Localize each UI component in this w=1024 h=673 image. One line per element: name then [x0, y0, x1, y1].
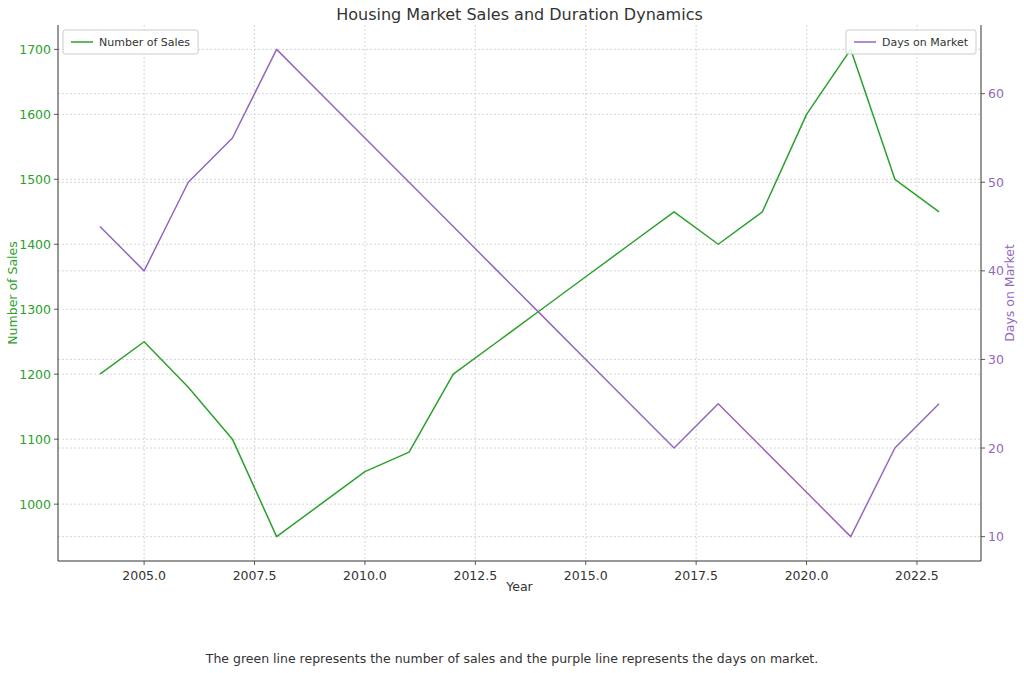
y2-tick — [981, 270, 985, 271]
series-lines — [100, 49, 939, 536]
y-tick-label: 1100 — [19, 432, 51, 447]
x-tick — [806, 561, 807, 565]
y2-tick-label: 50 — [988, 175, 1004, 190]
y-tick-label: 1400 — [19, 237, 51, 252]
x-tick — [144, 561, 145, 565]
y-tick — [54, 49, 58, 50]
y-grid-line — [58, 179, 981, 180]
bottom-spine — [58, 561, 981, 562]
x-tick-label: 2015.0 — [564, 568, 608, 583]
x-tick-label: 2010.0 — [343, 568, 387, 583]
legend-frame — [846, 30, 976, 54]
y-axis-label: Number of Sales — [5, 241, 20, 344]
y-grid-line — [58, 114, 981, 115]
legend-swatch — [854, 41, 876, 43]
y-tick — [54, 309, 58, 310]
y2-tick-label: 20 — [988, 441, 1004, 456]
x-tick-label: 2007.5 — [233, 568, 277, 583]
y2-tick — [981, 359, 985, 360]
x-grid-line — [475, 25, 476, 561]
y2-tick-label: 60 — [988, 86, 1004, 101]
y-grid-line — [58, 309, 981, 310]
x-grid-line — [364, 25, 365, 561]
x-axis-label: Year — [505, 579, 533, 594]
x-grid-line — [916, 25, 917, 561]
x-grid-line — [806, 25, 807, 561]
y-tick-label: 1700 — [19, 42, 51, 57]
legend-label: Days on Market — [882, 36, 969, 49]
y2-tick — [981, 182, 985, 183]
legend-label: Number of Sales — [99, 36, 190, 49]
x-grid-line — [144, 25, 145, 561]
caption: The green line represents the number of … — [205, 651, 818, 666]
series-line — [100, 49, 939, 536]
chart-svg: 2005.02007.52010.02012.52015.02017.52020… — [0, 0, 1024, 673]
chart-container: 2005.02007.52010.02012.52015.02017.52020… — [0, 0, 1024, 673]
y-tick — [54, 114, 58, 115]
y-tick-label: 1000 — [19, 497, 51, 512]
legend-frame — [63, 30, 198, 54]
x-tick-label: 2017.5 — [674, 568, 718, 583]
y2-tick — [981, 536, 985, 537]
y2-tick — [981, 93, 985, 94]
y-tick — [54, 374, 58, 375]
x-tick — [696, 561, 697, 565]
ticks: 2005.02007.52010.02012.52015.02017.52020… — [19, 42, 1004, 583]
left-spine — [58, 25, 59, 561]
y-tick-label: 1600 — [19, 107, 51, 122]
y2-tick-label: 30 — [988, 352, 1004, 367]
y2-tick — [981, 448, 985, 449]
x-tick — [364, 561, 365, 565]
x-tick — [475, 561, 476, 565]
grid — [58, 25, 981, 561]
y2-grid-line — [58, 93, 981, 94]
x-grid-line — [254, 25, 255, 561]
y-tick — [54, 504, 58, 505]
spines — [58, 25, 981, 561]
y-tick-label: 1500 — [19, 172, 51, 187]
y2-grid-line — [58, 270, 981, 271]
y-grid-line — [58, 374, 981, 375]
y2-grid-line — [58, 448, 981, 449]
x-tick-label: 2012.5 — [453, 568, 497, 583]
y2-grid-line — [58, 536, 981, 537]
y2-tick-label: 10 — [988, 529, 1004, 544]
series-line — [100, 49, 939, 536]
x-tick-label: 2022.5 — [895, 568, 939, 583]
y-tick — [54, 439, 58, 440]
y2-grid-line — [58, 182, 981, 183]
x-tick — [585, 561, 586, 565]
legend: Days on Market — [846, 30, 976, 54]
right-spine — [981, 25, 982, 561]
y-tick-label: 1300 — [19, 302, 51, 317]
x-tick — [916, 561, 917, 565]
x-tick — [254, 561, 255, 565]
y-grid-line — [58, 504, 981, 505]
x-tick-label: 2020.0 — [785, 568, 829, 583]
legend-swatch — [71, 41, 93, 43]
y-grid-line — [58, 244, 981, 245]
chart-title: Housing Market Sales and Duration Dynami… — [336, 5, 703, 24]
x-grid-line — [696, 25, 697, 561]
x-grid-line — [585, 25, 586, 561]
y2-grid-line — [58, 359, 981, 360]
y-tick — [54, 244, 58, 245]
legend: Number of Sales — [63, 30, 198, 54]
y-tick — [54, 179, 58, 180]
x-tick-label: 2005.0 — [122, 568, 166, 583]
y-tick-label: 1200 — [19, 367, 51, 382]
y-grid-line — [58, 439, 981, 440]
y2-axis-label: Days on Market — [1002, 244, 1017, 342]
